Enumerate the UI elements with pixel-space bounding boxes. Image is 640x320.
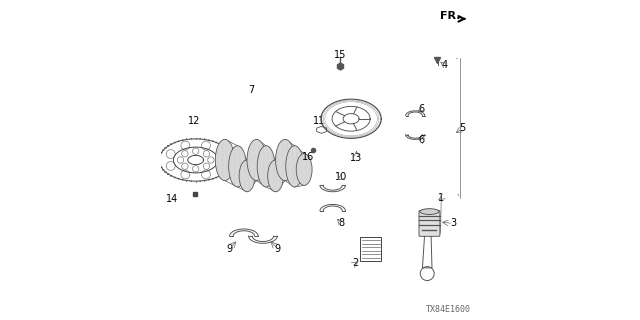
Text: 2: 2 (353, 258, 359, 268)
Text: 9: 9 (275, 244, 281, 254)
Text: 1: 1 (438, 193, 444, 203)
Ellipse shape (228, 146, 246, 187)
Text: FR.: FR. (440, 11, 460, 21)
Text: 6: 6 (419, 135, 424, 145)
Ellipse shape (296, 154, 312, 185)
Text: 7: 7 (249, 85, 255, 95)
Ellipse shape (215, 140, 234, 180)
FancyBboxPatch shape (419, 211, 440, 236)
Ellipse shape (276, 140, 294, 180)
Ellipse shape (285, 146, 303, 187)
Text: 11: 11 (312, 116, 325, 126)
Text: 9: 9 (227, 244, 233, 254)
Text: 8: 8 (338, 219, 344, 228)
Text: 4: 4 (442, 60, 447, 70)
Text: 5: 5 (460, 123, 466, 133)
Text: 12: 12 (188, 116, 200, 126)
Text: TX84E1600: TX84E1600 (426, 305, 470, 314)
Ellipse shape (247, 140, 266, 180)
Ellipse shape (257, 146, 275, 187)
Ellipse shape (239, 160, 255, 192)
Text: 13: 13 (350, 153, 363, 164)
Text: 15: 15 (334, 50, 346, 60)
Text: 6: 6 (419, 104, 424, 114)
Text: 3: 3 (450, 219, 456, 228)
Text: 10: 10 (335, 172, 348, 182)
Text: 16: 16 (302, 152, 314, 162)
Text: 14: 14 (166, 194, 178, 204)
Bar (360, 237, 381, 261)
Ellipse shape (268, 160, 284, 192)
Ellipse shape (420, 209, 439, 214)
